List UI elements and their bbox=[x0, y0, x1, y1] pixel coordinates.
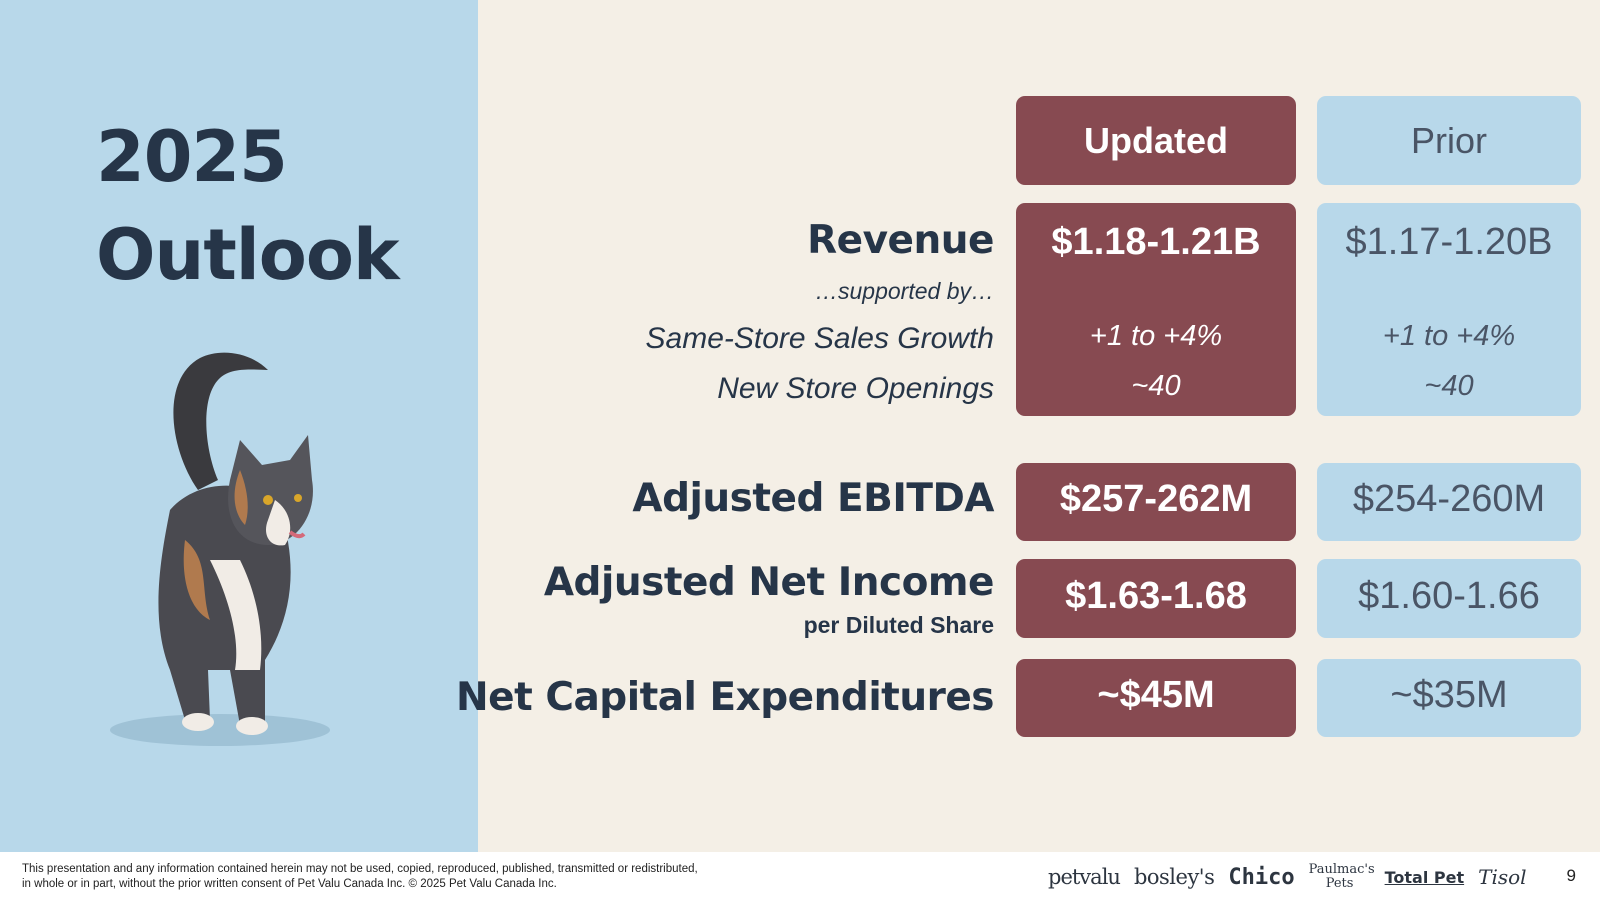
ebitda-prior-value: $254-260M bbox=[1352, 478, 1546, 520]
revenue-prior-block: $1.17-1.20B +1 to +4% ~40 bbox=[1317, 203, 1581, 416]
revenue-updated-block: $1.18-1.21B +1 to +4% ~40 bbox=[1016, 203, 1296, 416]
capex-prior-block: ~$35M bbox=[1317, 659, 1581, 737]
sssg-prior-value: +1 to +4% bbox=[1382, 320, 1516, 352]
nso-prior-value: ~40 bbox=[1424, 370, 1474, 402]
capex-label: Net Capital Expenditures bbox=[456, 675, 994, 720]
eps-sublabel: per Diluted Share bbox=[803, 612, 994, 638]
sssg-label: Same-Store Sales Growth bbox=[645, 322, 994, 355]
capex-updated-value: ~$45M bbox=[1097, 674, 1215, 716]
column-header-prior: Prior bbox=[1317, 96, 1581, 185]
totalpet-logo: Total Pet bbox=[1384, 867, 1465, 887]
revenue-sublabel: …supported by… bbox=[815, 278, 994, 304]
eps-prior-block: $1.60-1.66 bbox=[1317, 559, 1581, 638]
capex-updated-block: ~$45M bbox=[1016, 659, 1296, 737]
revenue-prior-value: $1.17-1.20B bbox=[1345, 221, 1553, 263]
eps-prior-value: $1.60-1.66 bbox=[1358, 575, 1540, 617]
sssg-updated-value: +1 to +4% bbox=[1089, 320, 1223, 352]
ebitda-updated-value: $257-262M bbox=[1059, 478, 1253, 520]
eps-updated-block: $1.63-1.68 bbox=[1016, 559, 1296, 638]
ebitda-label: Adjusted EBITDA bbox=[632, 476, 994, 521]
disclaimer-text: This presentation and any information co… bbox=[22, 863, 698, 890]
left-panel: 2025 Outlook bbox=[0, 0, 478, 852]
bosleys-logo: bosley's bbox=[1133, 865, 1215, 889]
eps-label: Adjusted Net Income bbox=[543, 560, 995, 605]
page-title: 2025 Outlook bbox=[96, 108, 400, 304]
cat-image bbox=[110, 352, 330, 746]
page-number: 9 bbox=[1566, 866, 1576, 885]
nso-label: New Store Openings bbox=[717, 372, 994, 405]
title-year: 2025 bbox=[96, 116, 288, 198]
title-word: Outlook bbox=[96, 214, 400, 296]
revenue-label: Revenue bbox=[807, 218, 994, 263]
ebitda-prior-block: $254-260M bbox=[1317, 463, 1581, 541]
petvalu-logo: petvalu bbox=[1048, 865, 1121, 889]
column-header-updated: Updated bbox=[1016, 96, 1296, 185]
paulmacs-logo: Paulmac's Pets bbox=[1308, 862, 1375, 891]
eps-updated-value: $1.63-1.68 bbox=[1065, 575, 1247, 617]
capex-prior-value: ~$35M bbox=[1390, 674, 1508, 716]
ebitda-updated-block: $257-262M bbox=[1016, 463, 1296, 541]
chico-logo: Chico bbox=[1228, 864, 1295, 890]
nso-updated-value: ~40 bbox=[1131, 370, 1181, 402]
footer: This presentation and any information co… bbox=[0, 852, 1600, 900]
brand-logos: petvalu bosley's Chico Paulmac's Pets To… bbox=[1048, 860, 1527, 894]
tisol-logo: Tisol bbox=[1478, 865, 1527, 889]
revenue-updated-value: $1.18-1.21B bbox=[1051, 221, 1261, 263]
